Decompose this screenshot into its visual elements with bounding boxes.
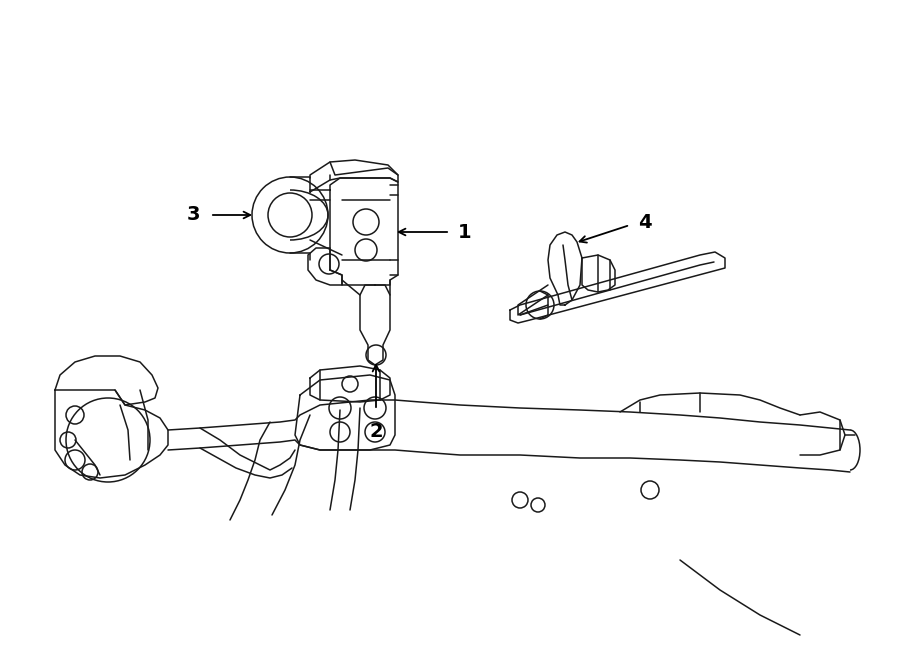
Text: 4: 4 xyxy=(638,212,652,231)
Text: 2: 2 xyxy=(369,422,382,441)
Text: 3: 3 xyxy=(186,206,200,225)
Text: 1: 1 xyxy=(458,223,472,241)
